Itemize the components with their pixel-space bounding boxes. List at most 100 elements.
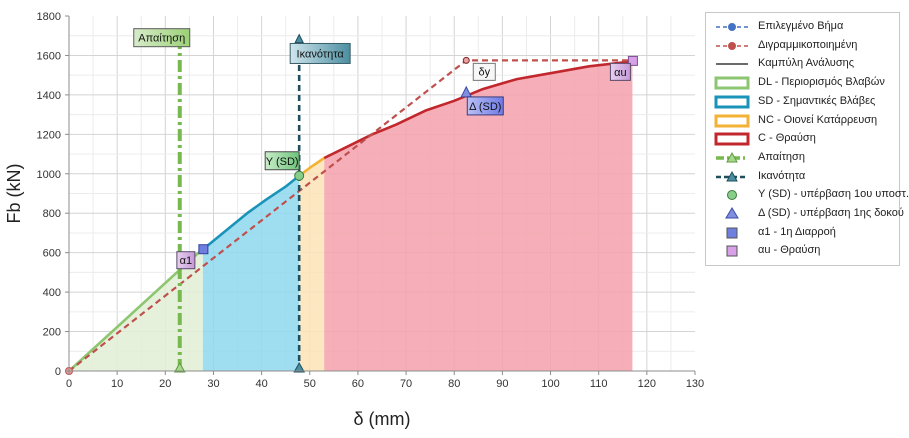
demand-annotation-text: Απαίτηση [138, 33, 185, 45]
marker-label-a1-text: α1 [180, 255, 192, 267]
legend-item: α1 - 1η Διαρροή [712, 224, 900, 242]
legend-label: Δ (SD) - υπέρβαση 1ης δοκού [758, 207, 904, 219]
capacity-triangle [294, 33, 304, 44]
x-tick-label: 70 [400, 378, 412, 390]
demand-triangle [173, 361, 186, 373]
marker-circle [294, 170, 305, 181]
legend-swatch [714, 132, 750, 146]
capacity-annotation-text: Ικανότητα [297, 48, 345, 60]
x-tick-label: 40 [255, 378, 267, 390]
marker-label-y-sd-text: Υ (SD) [266, 156, 299, 168]
x-tick-label: 100 [541, 378, 559, 390]
x-tick-label: 130 [686, 378, 704, 390]
legend-label: Απαίτηση [758, 150, 805, 163]
demand-annotation: Απαίτηση [133, 28, 191, 48]
x-tick-label: 90 [496, 378, 508, 390]
capacity-curve-3 [323, 60, 633, 160]
x-tick-label: 120 [638, 378, 656, 390]
legend-item: Καμπύλη Ανάλυσης [712, 55, 900, 73]
y-axis-title: Fb (kN) [4, 164, 24, 224]
y-tick-label: 1800 [37, 11, 61, 23]
y-tick-label: 400 [43, 287, 61, 299]
legend-swatch [725, 207, 739, 219]
marker-label-a1-box [176, 251, 196, 270]
region-fill-1 [202, 175, 300, 371]
legend-label: Υ (SD) - υπέρβαση 1ου υποστ. [758, 188, 909, 201]
region-fill-3 [324, 61, 633, 371]
legend-item: Ικανότητα [712, 168, 900, 186]
legend-label: C - Θραύση [758, 132, 816, 145]
y-tick-label: 1400 [37, 90, 61, 102]
chart-legend: Επιλεγμένο Βήμα Διγραμμικοποιημένη Καμπύλη… [705, 12, 909, 266]
legend-item: C - Θραύση [712, 130, 900, 148]
legend-swatch-shape [714, 114, 750, 127]
y-tick-label: 1200 [37, 129, 61, 141]
legend-swatch [727, 190, 737, 201]
demand-annotation-box [133, 28, 191, 48]
legend-label: Επιλεγμένο Βήμα [758, 20, 844, 32]
legend-swatch-shape [728, 41, 736, 50]
legend-label: Καμπύλη Ανάλυσης [758, 57, 855, 70]
legend-swatch [714, 95, 750, 109]
capacity-triangle [293, 361, 306, 373]
region-fill-2 [299, 158, 325, 371]
legend-swatch [716, 151, 748, 163]
legend-swatch-shape [726, 227, 738, 239]
marker-label-y-sd: Υ (SD) [264, 151, 300, 171]
legend-swatch-shape [727, 190, 737, 201]
legend-swatch-shape [714, 76, 750, 90]
legend-item: Διγραμμικοποιημένη [712, 37, 900, 55]
legend-item: DL - Περιορισμός Βλαβών [712, 74, 900, 92]
legend-item: Απαίτηση [712, 149, 900, 167]
legend-swatch-shape [725, 207, 739, 219]
legend-swatch-shape [726, 245, 738, 257]
marker-label-au-text: αu [614, 67, 626, 79]
legend-label: DL - Περιορισμός Βλαβών [758, 76, 885, 89]
marker-square [198, 244, 209, 255]
legend-swatch [726, 245, 738, 257]
capacity-annotation: Ικανότητα [289, 42, 351, 64]
legend-label: Ικανότητα [758, 169, 806, 182]
marker-label-a1: α1 [176, 251, 196, 270]
capacity-curve-1 [202, 174, 300, 250]
legend-swatch-shape [714, 132, 750, 146]
legend-swatch-shape [728, 23, 736, 31]
y-tick-label: 800 [43, 208, 61, 220]
legend-swatch [716, 63, 748, 66]
marker-label-dy-box [472, 62, 496, 81]
y-tick-label: 1600 [37, 50, 61, 62]
x-tick-label: 60 [352, 378, 364, 390]
x-tick-label: 10 [111, 378, 123, 390]
legend-label: NC - Οιονεί Κατάρρευση [758, 113, 878, 126]
marker-label-dy-text: δy [478, 66, 490, 78]
legend-label: αu - Θραύση [758, 244, 821, 257]
marker-label-dy: δy [472, 62, 496, 81]
legend-item: αu - Θραύση [712, 242, 900, 260]
legend-label: SD - Σημαντικές Βλάβες [758, 94, 876, 107]
legend-item: SD - Σημαντικές Βλάβες [712, 93, 900, 111]
x-axis-title: δ (mm) [354, 409, 411, 429]
legend-swatch-shape [726, 151, 738, 163]
x-tick-label: 0 [66, 378, 72, 390]
y-tick-label: 0 [55, 366, 61, 378]
legend-swatch [716, 170, 748, 182]
legend-item: Επιλεγμένο Βήμα [712, 18, 900, 36]
legend-label: α1 - 1η Διαρροή [758, 225, 836, 238]
capacity-annotation-box [289, 42, 351, 64]
legend-swatch [726, 227, 738, 239]
y-tick-label: 1000 [37, 169, 61, 181]
y-tick-label: 600 [43, 248, 61, 260]
legend-item: Υ (SD) - υπέρβαση 1ου υποστ. [712, 186, 909, 204]
bilinear-point [462, 56, 470, 64]
legend-swatch-shape [726, 170, 738, 182]
marker-square [627, 55, 638, 66]
legend-swatch [714, 114, 750, 127]
y-tick-label: 200 [43, 327, 61, 339]
marker-label-delta-sd-box [466, 96, 504, 116]
marker-label-delta-sd: Δ (SD) [466, 96, 504, 116]
legend-swatch [716, 41, 748, 50]
x-tick-label: 50 [304, 378, 316, 390]
marker-label-delta-sd-text: Δ (SD) [469, 101, 501, 113]
